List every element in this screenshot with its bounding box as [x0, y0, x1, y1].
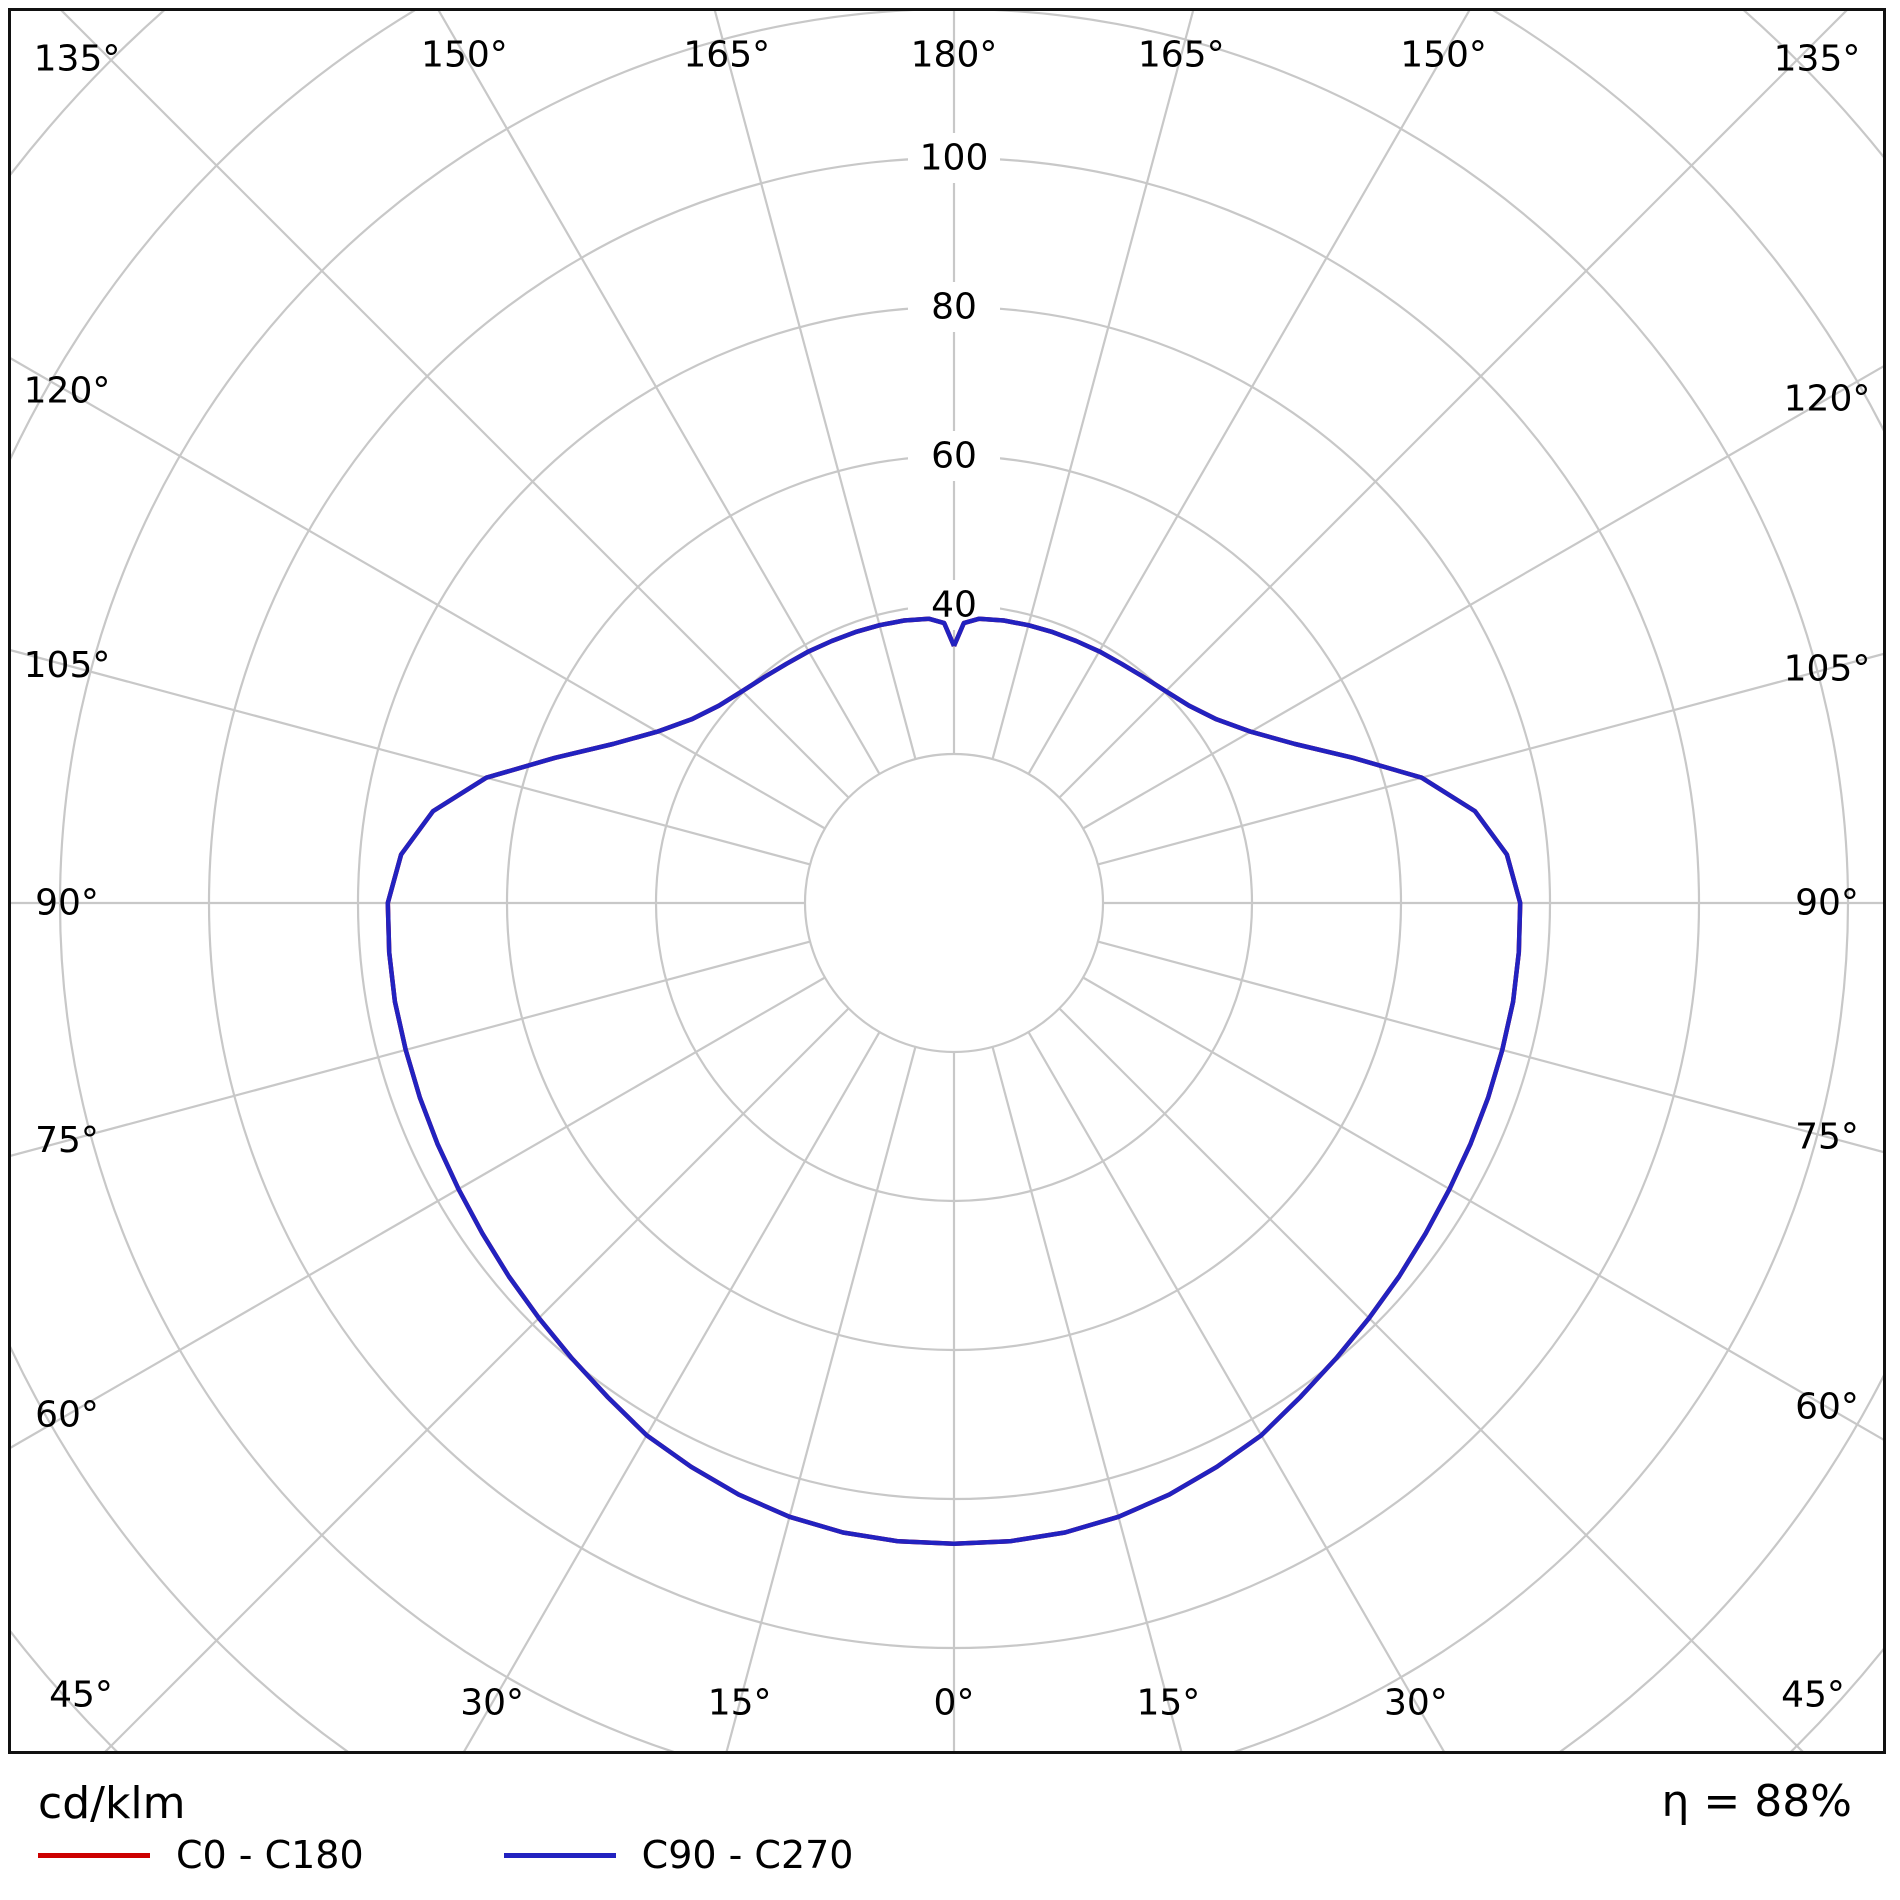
legend-line-c0-c180	[38, 1852, 150, 1858]
angle-label: 75°	[1795, 1116, 1859, 1157]
angle-label: 120°	[24, 370, 111, 411]
ring-label: 80	[931, 287, 977, 328]
grid-spoke	[713, 11, 917, 760]
ring-label-bg	[908, 133, 1000, 183]
angle-label: 180°	[911, 35, 998, 76]
grid-spoke	[1058, 1007, 1804, 1751]
grid-spoke	[1097, 652, 1883, 866]
angle-label: 15°	[1136, 1683, 1200, 1724]
angle-label: 60°	[1795, 1387, 1859, 1428]
ring-label-bg	[908, 431, 1000, 481]
grid-spoke	[11, 649, 811, 866]
angle-label: 30°	[460, 1683, 524, 1724]
polar-chart-svg: 40 60 80 100 0° 15° 15° 30° 30° 45° 45° 60° 60° 75° 75…	[11, 11, 1883, 1751]
curve-c90-c270	[385, 616, 1523, 1546]
angle-label: 0°	[934, 1683, 975, 1724]
grid-spoke	[1058, 11, 1848, 799]
legend-line-c90-c270	[503, 1852, 616, 1858]
angle-label: 135°	[34, 39, 121, 80]
footer: cd/klm C0 - C180 C90 - C270 η = 88%	[8, 1754, 1892, 1900]
grid-circle	[803, 752, 1105, 1054]
legend-item-c0-c180: C0 - C180	[38, 1836, 364, 1874]
ring-label: 100	[920, 138, 989, 179]
angle-label: 150°	[1400, 35, 1487, 76]
angle-label: 45°	[49, 1675, 113, 1716]
ring-label: 40	[931, 585, 977, 626]
angle-label: 165°	[1138, 35, 1225, 76]
legend-label-c90-c270: C90 - C270	[641, 1833, 854, 1877]
efficiency-label: η = 88%	[1661, 1776, 1852, 1827]
units-label: cd/klm	[38, 1778, 186, 1829]
legend: C0 - C180 C90 - C270	[38, 1836, 853, 1874]
polar-grid	[11, 11, 1883, 1751]
grid-spoke	[60, 11, 850, 799]
angle-label: 150°	[421, 35, 508, 76]
angle-label: 30°	[1384, 1683, 1448, 1724]
grid-circle	[11, 11, 1883, 1751]
angle-label: 60°	[35, 1395, 99, 1436]
angle-label: 75°	[35, 1120, 99, 1161]
angle-label: 45°	[1781, 1675, 1845, 1716]
grid-spoke	[725, 1046, 917, 1751]
grid-spoke	[991, 11, 1195, 760]
grid-spoke	[991, 1046, 1183, 1751]
grid-spoke	[1082, 365, 1883, 830]
polar-plot-frame: 40 60 80 100 0° 15° 15° 30° 30° 45° 45° 60° 60° 75° 75…	[8, 8, 1886, 1754]
angle-label: 105°	[1784, 649, 1871, 690]
grid-spoke	[11, 357, 826, 830]
angle-label: 90°	[35, 883, 99, 924]
grid-spoke	[463, 1031, 881, 1751]
ring-label-bg	[908, 580, 1000, 630]
grid-spoke	[1082, 976, 1883, 1441]
legend-label-c0-c180: C0 - C180	[176, 1833, 364, 1877]
angle-label: 15°	[708, 1683, 772, 1724]
grid-spoke	[104, 1007, 850, 1751]
grid-spoke	[437, 11, 881, 775]
grid-spoke	[1097, 940, 1883, 1154]
grid-spoke	[1027, 1031, 1445, 1751]
grid-spoke	[11, 976, 826, 1449]
legend-item-c90-c270: C90 - C270	[503, 1833, 854, 1877]
grid-spoke	[11, 940, 811, 1157]
angle-label: 165°	[683, 35, 770, 76]
grid-spoke	[1027, 11, 1471, 775]
angle-label: 135°	[1774, 39, 1861, 80]
angle-label: 105°	[24, 645, 111, 686]
ring-label-bg	[908, 282, 1000, 332]
angle-label: 120°	[1784, 378, 1871, 419]
grid-circle	[11, 11, 1883, 1751]
angle-label: 90°	[1795, 883, 1859, 924]
ring-label: 60	[931, 436, 977, 477]
